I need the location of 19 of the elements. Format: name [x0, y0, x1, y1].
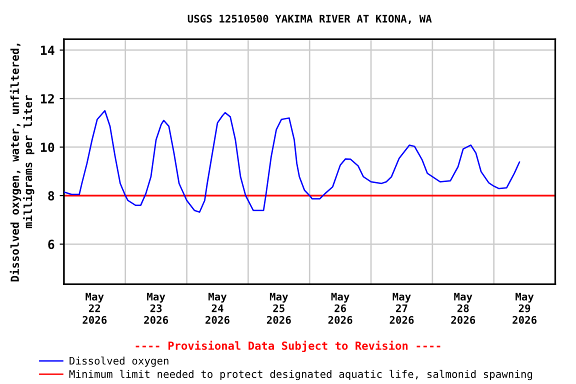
- x-tick-label: May 26 2026: [328, 292, 352, 324]
- chart-title: USGS 12510500 YAKIMA RIVER AT KIONA, WA: [188, 14, 432, 24]
- y-tick-label: 12: [41, 94, 54, 104]
- y-tick-label: 8: [48, 191, 54, 201]
- y-tick-label: 14: [41, 46, 54, 55]
- y-tick-label: 10: [41, 142, 54, 152]
- x-tick-label: May 28 2026: [451, 292, 476, 324]
- x-tick-label: May 23 2026: [144, 292, 168, 324]
- x-tick-label: May 27 2026: [390, 292, 414, 324]
- y-tick-label: 6: [48, 240, 54, 250]
- x-tick-label: May 22 2026: [82, 292, 107, 324]
- x-tick-label: May 25 2026: [266, 292, 291, 324]
- legend-label: Minimum limit needed to protect designated aquatic life, salmonid spawning: [69, 370, 532, 380]
- line-series: [64, 110, 520, 213]
- y-axis-title: Dissolved oxygen, water, unfiltered, milligrams per liter: [10, 44, 34, 282]
- legend-label: Dissolved oxygen: [70, 356, 168, 367]
- x-tick-label: May 29 2026: [512, 292, 537, 324]
- x-tick-label: May 24 2026: [206, 292, 230, 324]
- text: ---- Provisional Data Subject to Revision ----: [136, 340, 440, 352]
